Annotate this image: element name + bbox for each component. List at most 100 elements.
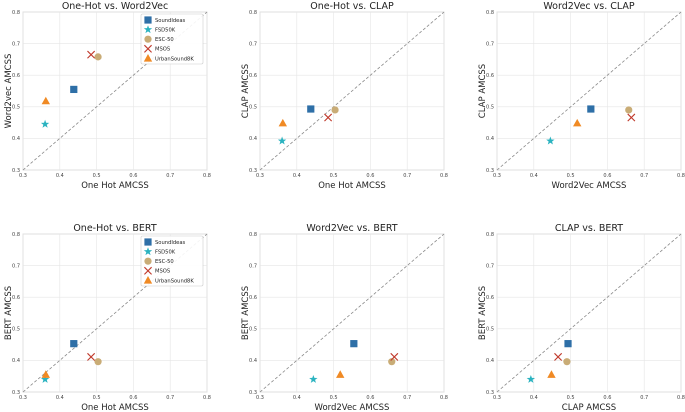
y-tick-label: 0.7 bbox=[486, 263, 494, 269]
diagonal-reference-line bbox=[496, 233, 682, 393]
x-tick-label: 0.8 bbox=[203, 173, 211, 179]
data-point-soundideas bbox=[587, 105, 595, 113]
data-point-urbansound8k bbox=[573, 118, 582, 127]
y-tick-label: 0.8 bbox=[249, 232, 257, 238]
legend-entry: MSOS bbox=[155, 269, 170, 275]
legend-box bbox=[140, 235, 204, 287]
legend-marker-urbansound8k bbox=[143, 54, 153, 62]
data-point-soundideas bbox=[70, 340, 78, 348]
legend-marker-msos bbox=[144, 266, 152, 275]
x-tick-label: 0.8 bbox=[677, 173, 685, 179]
y-tick-label: 0.8 bbox=[12, 232, 20, 238]
x-tick-label: 0.5 bbox=[93, 173, 101, 179]
panel-title: Word2Vec vs. BERT bbox=[306, 223, 397, 234]
y-tick-label: 0.8 bbox=[486, 10, 494, 16]
x-tick-label: 0.6 bbox=[366, 395, 374, 401]
data-point-esc-50 bbox=[563, 358, 571, 366]
x-tick-label: 0.6 bbox=[129, 395, 137, 401]
y-tick-label: 0.6 bbox=[249, 295, 257, 301]
x-axis-label: Word2Vec AMCSS bbox=[552, 181, 627, 191]
panel-title: Word2Vec vs. CLAP bbox=[543, 1, 635, 12]
x-axis-label: One Hot AMCSS bbox=[318, 181, 386, 191]
data-point-fsd50k bbox=[546, 136, 555, 145]
diagonal-reference-line bbox=[496, 11, 682, 171]
legend-entry: SoundIdeas bbox=[155, 18, 186, 24]
diagonal-reference-line bbox=[259, 11, 445, 171]
data-point-urbansound8k bbox=[278, 118, 288, 127]
data-point-esc-50 bbox=[94, 53, 102, 61]
x-tick-label: 0.3 bbox=[256, 173, 264, 179]
legend-marker-fsd50k bbox=[143, 25, 153, 34]
y-tick-label: 0.7 bbox=[12, 41, 20, 47]
data-point-msos bbox=[554, 352, 563, 361]
y-tick-label: 0.5 bbox=[249, 327, 257, 333]
y-tick-label: 0.3 bbox=[486, 390, 494, 396]
data-point-esc-50 bbox=[625, 106, 633, 114]
x-tick-label: 0.8 bbox=[440, 395, 448, 401]
x-axis-label: One Hot AMCSS bbox=[81, 181, 149, 191]
x-tick-label: 0.6 bbox=[129, 173, 137, 179]
legend-entry: UrbanSound8K bbox=[155, 56, 194, 62]
data-point-msos bbox=[390, 352, 399, 361]
x-tick-label: 0.5 bbox=[330, 395, 338, 401]
legend-marker-urbansound8k bbox=[143, 276, 153, 284]
x-axis-label: One Hot AMCSS bbox=[81, 403, 149, 412]
x-tick-label: 0.4 bbox=[530, 173, 538, 179]
data-point-fsd50k bbox=[277, 136, 287, 145]
data-point-fsd50k bbox=[526, 374, 536, 383]
data-point-soundideas bbox=[350, 340, 358, 348]
y-tick-label: 0.3 bbox=[249, 168, 257, 174]
x-tick-label: 0.4 bbox=[56, 395, 64, 401]
x-tick-label: 0.7 bbox=[166, 173, 174, 179]
panel-title: CLAP vs. BERT bbox=[555, 223, 623, 234]
data-point-esc-50 bbox=[331, 106, 339, 114]
y-axis-label: CLAP AMCSS bbox=[241, 64, 251, 118]
y-tick-label: 0.4 bbox=[486, 358, 494, 364]
y-axis-label: Word2vec AMCSS bbox=[4, 54, 14, 129]
legend-marker-esc-50 bbox=[144, 257, 152, 265]
x-tick-label: 0.8 bbox=[677, 395, 685, 401]
data-point-urbansound8k bbox=[547, 370, 556, 378]
x-tick-label: 0.8 bbox=[203, 395, 211, 401]
y-tick-label: 0.6 bbox=[12, 73, 20, 79]
y-tick-label: 0.4 bbox=[12, 358, 20, 364]
x-axis-label: Word2Vec AMCSS bbox=[315, 403, 390, 412]
y-tick-label: 0.4 bbox=[249, 136, 257, 142]
y-tick-label: 0.5 bbox=[249, 105, 257, 111]
data-point-soundideas bbox=[307, 105, 315, 113]
x-tick-label: 0.3 bbox=[19, 173, 27, 179]
x-tick-label: 0.5 bbox=[93, 395, 101, 401]
x-tick-label: 0.6 bbox=[366, 173, 374, 179]
data-point-esc-50 bbox=[388, 358, 396, 366]
x-tick-label: 0.4 bbox=[293, 395, 301, 401]
y-tick-label: 0.4 bbox=[249, 358, 257, 364]
legend-marker-msos bbox=[144, 44, 152, 53]
y-tick-label: 0.8 bbox=[486, 232, 494, 238]
y-tick-label: 0.8 bbox=[12, 10, 20, 16]
data-point-fsd50k bbox=[40, 119, 50, 128]
x-tick-label: 0.3 bbox=[493, 395, 501, 401]
y-axis-label: CLAP AMCSS bbox=[478, 64, 488, 118]
data-point-msos bbox=[87, 352, 96, 361]
x-tick-label: 0.7 bbox=[640, 173, 648, 179]
legend-box bbox=[140, 13, 204, 65]
panel-2: 0.30.3 0.4 0.4 0.5 0.5 0.6 0.6 0.7 0.7 0.8 0.8 One-… bbox=[241, 1, 448, 191]
x-tick-label: 0.7 bbox=[640, 395, 648, 401]
legend-entry: MSOS bbox=[155, 47, 170, 53]
y-tick-label: 0.7 bbox=[12, 263, 20, 269]
y-tick-label: 0.5 bbox=[486, 327, 494, 333]
x-axis-label: CLAP AMCSS bbox=[562, 403, 616, 412]
legend-marker-soundideas bbox=[144, 238, 152, 246]
y-tick-label: 0.3 bbox=[12, 168, 20, 174]
panel-title: One-Hot vs. CLAP bbox=[310, 1, 394, 12]
panel-title: One-Hot vs. Word2Vec bbox=[62, 1, 168, 12]
x-tick-label: 0.3 bbox=[256, 395, 264, 401]
y-tick-label: 0.8 bbox=[249, 10, 257, 16]
y-tick-label: 0.3 bbox=[486, 168, 494, 174]
panel-3: 0.30.3 0.4 0.4 0.5 0.5 0.6 0.6 0.7 0.7 0.8 0.8 Word… bbox=[478, 1, 685, 191]
data-point-soundideas bbox=[564, 340, 572, 348]
data-point-msos bbox=[324, 113, 333, 122]
y-tick-label: 0.6 bbox=[486, 73, 494, 79]
legend-entry: FSD50K bbox=[155, 250, 176, 256]
